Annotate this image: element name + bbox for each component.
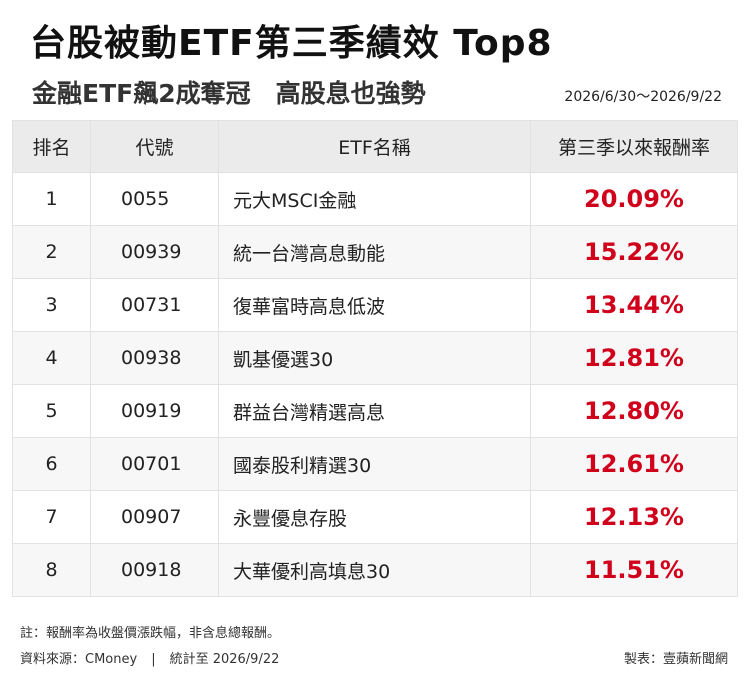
cell-code: 00731 [90,278,219,332]
cell-rank: 1 [12,172,91,226]
cell-return: 15.22% [530,225,738,279]
cell-name: 元大MSCI金融 [218,172,531,226]
cell-return: 12.80% [530,384,738,438]
ranking-table: 排名 代號 ETF名稱 第三季以來報酬率 1 0055 元大MSCI金融 20.09%… [12,120,738,597]
table-row: 8 00918 大華優利高填息30 11.51% [12,543,738,597]
maker-label: 製表：壹蘋新聞網 [623,652,728,667]
cell-code: 00918 [90,543,219,597]
table-header-row: 排名 代號 ETF名稱 第三季以來報酬率 [12,120,738,173]
cell-code: 00938 [90,331,219,385]
page-title: 台股被動ETF第三季績效 Top8 [30,23,553,64]
cell-rank: 6 [12,437,91,491]
cell-rank: 5 [12,384,91,438]
cell-rank: 8 [12,543,91,597]
source-label: 資料來源：CMoney [20,652,138,667]
period-label: 2026/6/30～2026/9/22 [564,89,722,105]
table-row: 7 00907 永豐優息存股 12.13% [12,490,738,544]
cell-name: 群益台灣精選高息 [218,384,531,438]
source-line: 資料來源：CMoney | 統計至 2026/9/22 [20,648,279,667]
cell-name: 統一台灣高息動能 [218,225,531,279]
table-row: 2 00939 統一台灣高息動能 15.22% [12,225,738,279]
cell-return: 12.61% [530,437,738,491]
table-row: 4 00938 凱基優選30 12.81% [12,331,738,385]
cell-code: 00701 [90,437,219,491]
cell-return: 13.44% [530,278,738,332]
cell-code: 00939 [90,225,219,279]
cell-name: 永豐優息存股 [218,490,531,544]
cell-rank: 3 [12,278,91,332]
header-rank: 排名 [12,120,91,173]
table-row: 1 0055 元大MSCI金融 20.09% [12,172,738,226]
cell-name: 復華富時高息低波 [218,278,531,332]
cell-rank: 7 [12,490,91,544]
page-subtitle: 金融ETF飆2成奪冠 高股息也強勢 [32,79,426,108]
table-row: 6 00701 國泰股利精選30 12.61% [12,437,738,491]
separator: | [151,652,156,667]
cell-code: 00907 [90,490,219,544]
table-row: 3 00731 復華富時高息低波 13.44% [12,278,738,332]
cell-name: 國泰股利精選30 [218,437,531,491]
header-return: 第三季以來報酬率 [530,120,738,173]
footnote: 註：報酬率為收盤價漲跌幅，非含息總報酬。 [20,626,281,641]
cell-rank: 2 [12,225,91,279]
stat-date: 統計至 2026/9/22 [169,652,280,667]
cell-name: 大華優利高填息30 [218,543,531,597]
header-name: ETF名稱 [218,120,531,173]
cell-name: 凱基優選30 [218,331,531,385]
cell-return: 12.13% [530,490,738,544]
cell-code: 0055 [90,172,219,226]
cell-code: 00919 [90,384,219,438]
cell-return: 20.09% [530,172,738,226]
header-code: 代號 [90,120,219,173]
cell-return: 12.81% [530,331,738,385]
table-row: 5 00919 群益台灣精選高息 12.80% [12,384,738,438]
cell-return: 11.51% [530,543,738,597]
cell-rank: 4 [12,331,91,385]
